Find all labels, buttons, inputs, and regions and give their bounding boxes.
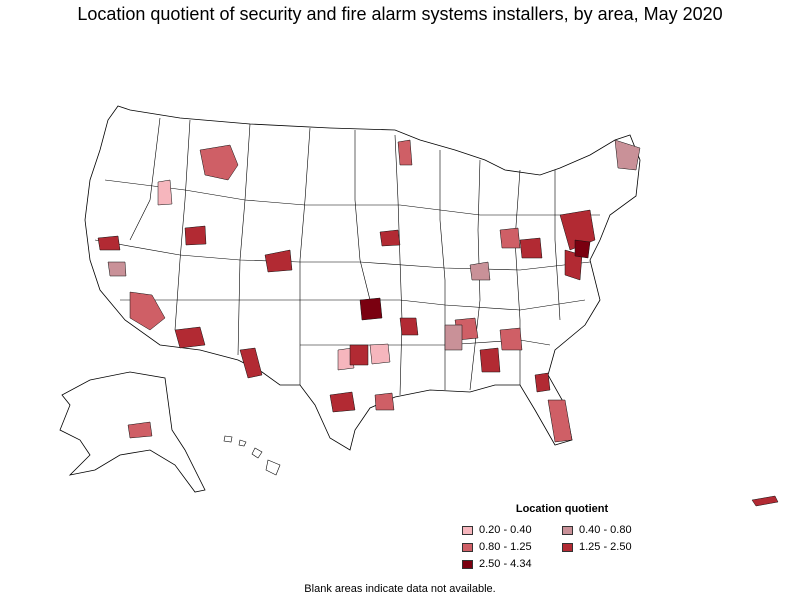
shaded-areas	[97, 139, 641, 443]
data-availability-note: Blank areas indicate data not available.	[304, 583, 496, 595]
map-title: Location quotient of security and fire a…	[77, 4, 723, 24]
legend-title: Location quotient	[515, 503, 609, 515]
legend-label: 0.40 - 0.80	[579, 524, 632, 536]
legend-swatch	[462, 559, 473, 569]
legend-swatch	[462, 542, 473, 552]
legend: Location quotient 0.20 - 0.40 0.40 - 0.8…	[462, 503, 662, 571]
legend-swatch	[562, 525, 573, 535]
legend-swatch	[562, 542, 573, 552]
legend-label: 2.50 - 4.34	[479, 558, 532, 570]
legend-swatch	[462, 525, 473, 535]
legend-item: 0.80 - 1.25	[462, 540, 562, 554]
hawaii-islands	[223, 435, 281, 476]
legend-label: 1.25 - 2.50	[579, 541, 632, 553]
legend-item: 0.20 - 0.40	[462, 523, 562, 537]
legend-item: 1.25 - 2.50	[562, 540, 662, 554]
legend-item: 0.40 - 0.80	[562, 523, 662, 537]
legend-item: 2.50 - 4.34	[462, 557, 562, 571]
legend-label: 0.20 - 0.40	[479, 524, 532, 536]
continental-us-outline	[84, 105, 641, 451]
state-borders	[94, 117, 600, 396]
legend-label: 0.80 - 1.25	[479, 541, 532, 553]
puerto-rico	[751, 495, 779, 507]
